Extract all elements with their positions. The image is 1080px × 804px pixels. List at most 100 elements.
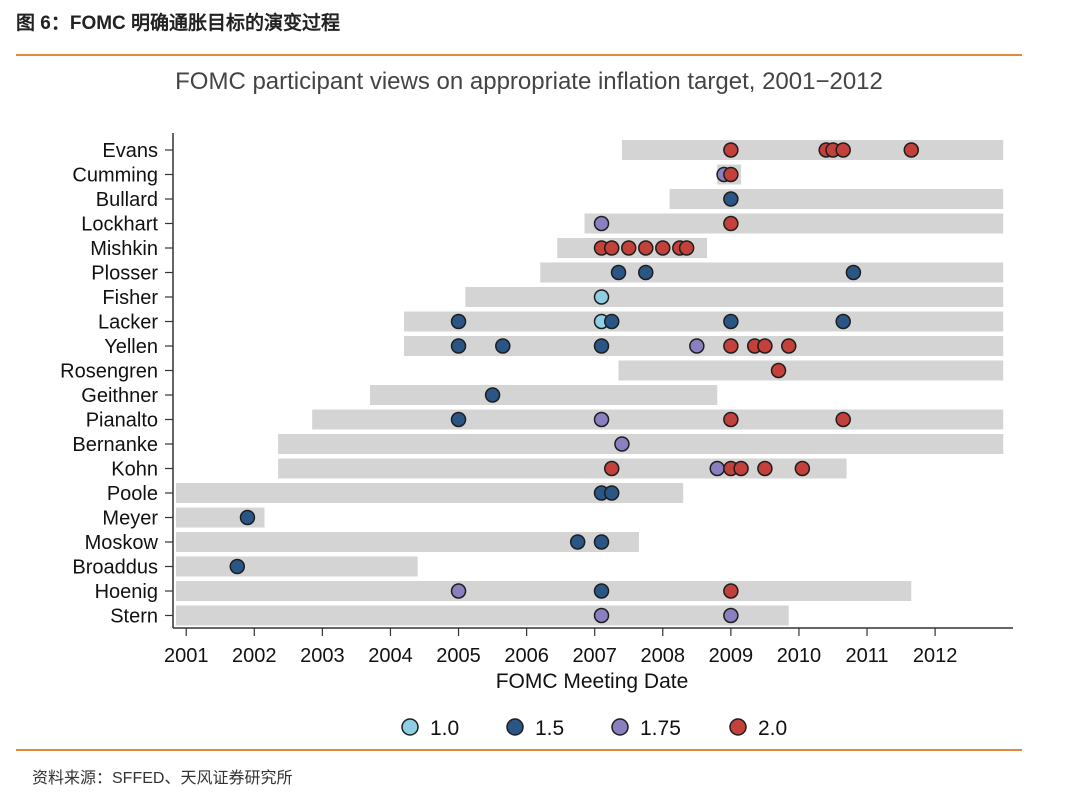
data-point-fisher [593,289,610,305]
data-point-lacker [450,313,467,330]
data-point-yellen [593,338,610,354]
chart-legend: 1.0 1.5 1.75 2.0 [401,717,787,740]
x-tick-label-2008: 2008 [641,645,686,667]
tenure-bar-lacker [404,311,1004,332]
source-note: 资料来源：SFFED、天风证券研究所 [32,770,293,787]
participant-label-broaddus: Broaddus [72,557,158,579]
data-point-hoenig [450,583,467,599]
tenure-bar-stern [176,605,789,626]
data-point-pianalto [723,411,739,428]
data-point-lockhart [593,215,610,232]
data-point-moskow [569,534,586,550]
data-point-evans [723,142,739,158]
data-point-pianalto [450,411,467,428]
data-point-cumming [723,166,739,183]
data-point-meyer [239,509,256,526]
data-point-kohn [733,460,749,477]
tenure-bar-bullard [669,189,1004,209]
data-point-yellen [689,338,705,354]
data-point-rosengren [770,362,787,379]
tenure-bar-plosser [540,262,1004,283]
x-tick-label-2012: 2012 [913,645,958,667]
data-point-pianalto [593,411,610,428]
x-tick-label-2006: 2006 [504,645,549,667]
x-tick-label-2005: 2005 [436,645,481,667]
participant-label-cumming: Cumming [72,165,158,187]
legend-marker-1.5 [506,718,524,736]
data-point-yellen [450,338,467,354]
participant-label-bullard: Bullard [96,189,158,211]
chart-axes [165,133,1013,636]
participant-label-mishkin: Mishkin [90,238,158,260]
tenure-bar-pianalto [312,409,1004,430]
data-point-mishkin [638,240,654,256]
legend-marker-2.0 [729,718,747,736]
data-point-plosser [845,264,862,281]
tenure-bar-bernanke [278,434,1004,454]
x-tick-label-2007: 2007 [572,645,617,667]
data-point-kohn [709,460,725,477]
legend-label-1.75: 1.75 [640,717,681,740]
data-point-mishkin [620,240,637,256]
tenure-bar-geithner [370,385,718,405]
data-point-lockhart [723,215,739,232]
data-point-stern [593,607,610,624]
tenure-bar-broaddus [176,556,418,577]
top-divider [16,54,1022,56]
bottom-divider [16,749,1022,751]
participant-label-geithner: Geithner [81,385,158,407]
data-point-kohn [603,460,620,477]
tenure-bar-fisher [465,287,1004,307]
tenure-bar-poole [176,483,684,503]
legend-marker-1.75 [611,718,629,736]
data-point-bullard [723,191,739,207]
x-tick-label-2009: 2009 [709,645,754,667]
data-point-yellen [780,338,797,354]
data-point-kohn [794,460,811,477]
data-point-hoenig [593,583,610,599]
data-point-moskow [593,534,610,550]
data-point-mishkin [678,240,695,256]
tenure-bar-evans [621,140,1004,160]
data-point-lacker [835,313,851,330]
data-point-geithner [484,387,501,403]
data-point-lacker [723,313,739,330]
data-point-poole [603,485,620,501]
participant-label-bernanke: Bernanke [72,434,158,456]
tenure-bars [176,140,1004,626]
x-tick-label-2003: 2003 [300,645,345,667]
participant-label-moskow: Moskow [85,532,159,554]
participant-label-plosser: Plosser [91,263,158,285]
x-tick-label-2011: 2011 [846,645,889,667]
tenure-bar-hoenig [176,581,912,601]
participant-label-poole: Poole [107,483,158,505]
data-point-lacker [603,313,620,330]
x-tick-label-2010: 2010 [777,645,822,667]
data-point-broaddus [229,558,246,575]
tenure-bar-lockhart [584,213,1004,234]
legend-label-1.5: 1.5 [535,717,564,740]
data-point-mishkin [655,240,671,256]
tenure-bar-kohn [278,458,847,479]
data-point-yellen [723,338,739,354]
fomc-inflation-target-chart: FOMC participant views on appropriate in… [60,68,1013,740]
data-point-plosser [610,264,627,281]
participant-label-stern: Stern [110,606,158,628]
legend-label-2.0: 2.0 [758,717,787,740]
tenure-bar-rosengren [618,360,1004,381]
legend-marker-1.0 [401,718,419,736]
participant-label-evans: Evans [102,140,158,162]
participant-label-hoenig: Hoenig [95,581,158,603]
chart-title: FOMC participant views on appropriate in… [175,68,883,95]
data-points [229,142,920,624]
data-point-evans [903,142,920,158]
data-point-hoenig [723,583,739,599]
participant-label-lacker: Lacker [98,312,158,334]
participant-label-kohn: Kohn [111,459,158,481]
participant-label-rosengren: Rosengren [60,361,158,383]
legend-label-1.0: 1.0 [430,717,459,740]
data-point-yellen [757,338,773,354]
data-point-plosser [638,264,654,281]
x-tick-label-2002: 2002 [232,645,277,667]
